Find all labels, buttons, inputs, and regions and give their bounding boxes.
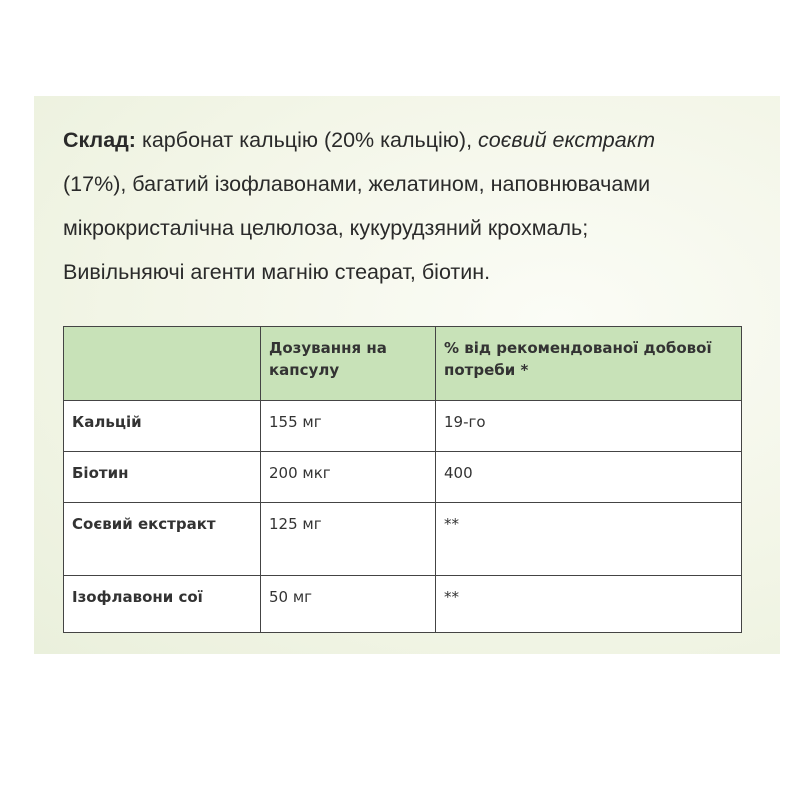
dosage-cell: 200 мкг (260, 451, 436, 503)
daily-value-cell: 19-го (435, 400, 742, 452)
composition-line-4: Вивільняючі агенти магнію стеарат, біоти… (63, 260, 491, 284)
composition-text: Склад: карбонат кальцію (20% кальцію), с… (63, 118, 773, 294)
table-row: Ізофлавони сої 50 мг ** (63, 575, 742, 633)
daily-value-cell: 400 (435, 451, 742, 503)
nutrition-table: Дозування на капсулу % від рекомендовано… (63, 326, 742, 633)
table-row: Біотин 200 мкг 400 (63, 451, 742, 503)
table-row: Соєвий екстракт 125 мг ** (63, 502, 742, 576)
nutrient-cell: Ізофлавони сої (63, 575, 261, 633)
dosage-cell: 125 мг (260, 502, 436, 576)
table-row: Кальцій 155 мг 19-го (63, 400, 742, 452)
header-cell (63, 326, 261, 401)
daily-value-cell: ** (435, 502, 742, 576)
nutrient-cell: Кальцій (63, 400, 261, 452)
daily-value-cell: ** (435, 575, 742, 633)
nutrient-cell: Соєвий екстракт (63, 502, 261, 576)
dosage-cell: 155 мг (260, 400, 436, 452)
composition-line-3: мікрокристалічна целюлоза, кукурудзяний … (63, 216, 589, 240)
nutrient-cell: Біотин (63, 451, 261, 503)
dosage-cell: 50 мг (260, 575, 436, 633)
composition-line-1: Склад: карбонат кальцію (20% кальцію), с… (63, 128, 656, 152)
composition-label: Склад: (63, 128, 136, 152)
composition-line-2: (17%), багатий ізофлавонами, желатином, … (63, 172, 651, 196)
header-cell-daily-value: % від рекомендованої добової потреби * (435, 326, 742, 401)
header-cell-dosage: Дозування на капсулу (260, 326, 436, 401)
table-header-row: Дозування на капсулу % від рекомендовано… (63, 326, 742, 401)
